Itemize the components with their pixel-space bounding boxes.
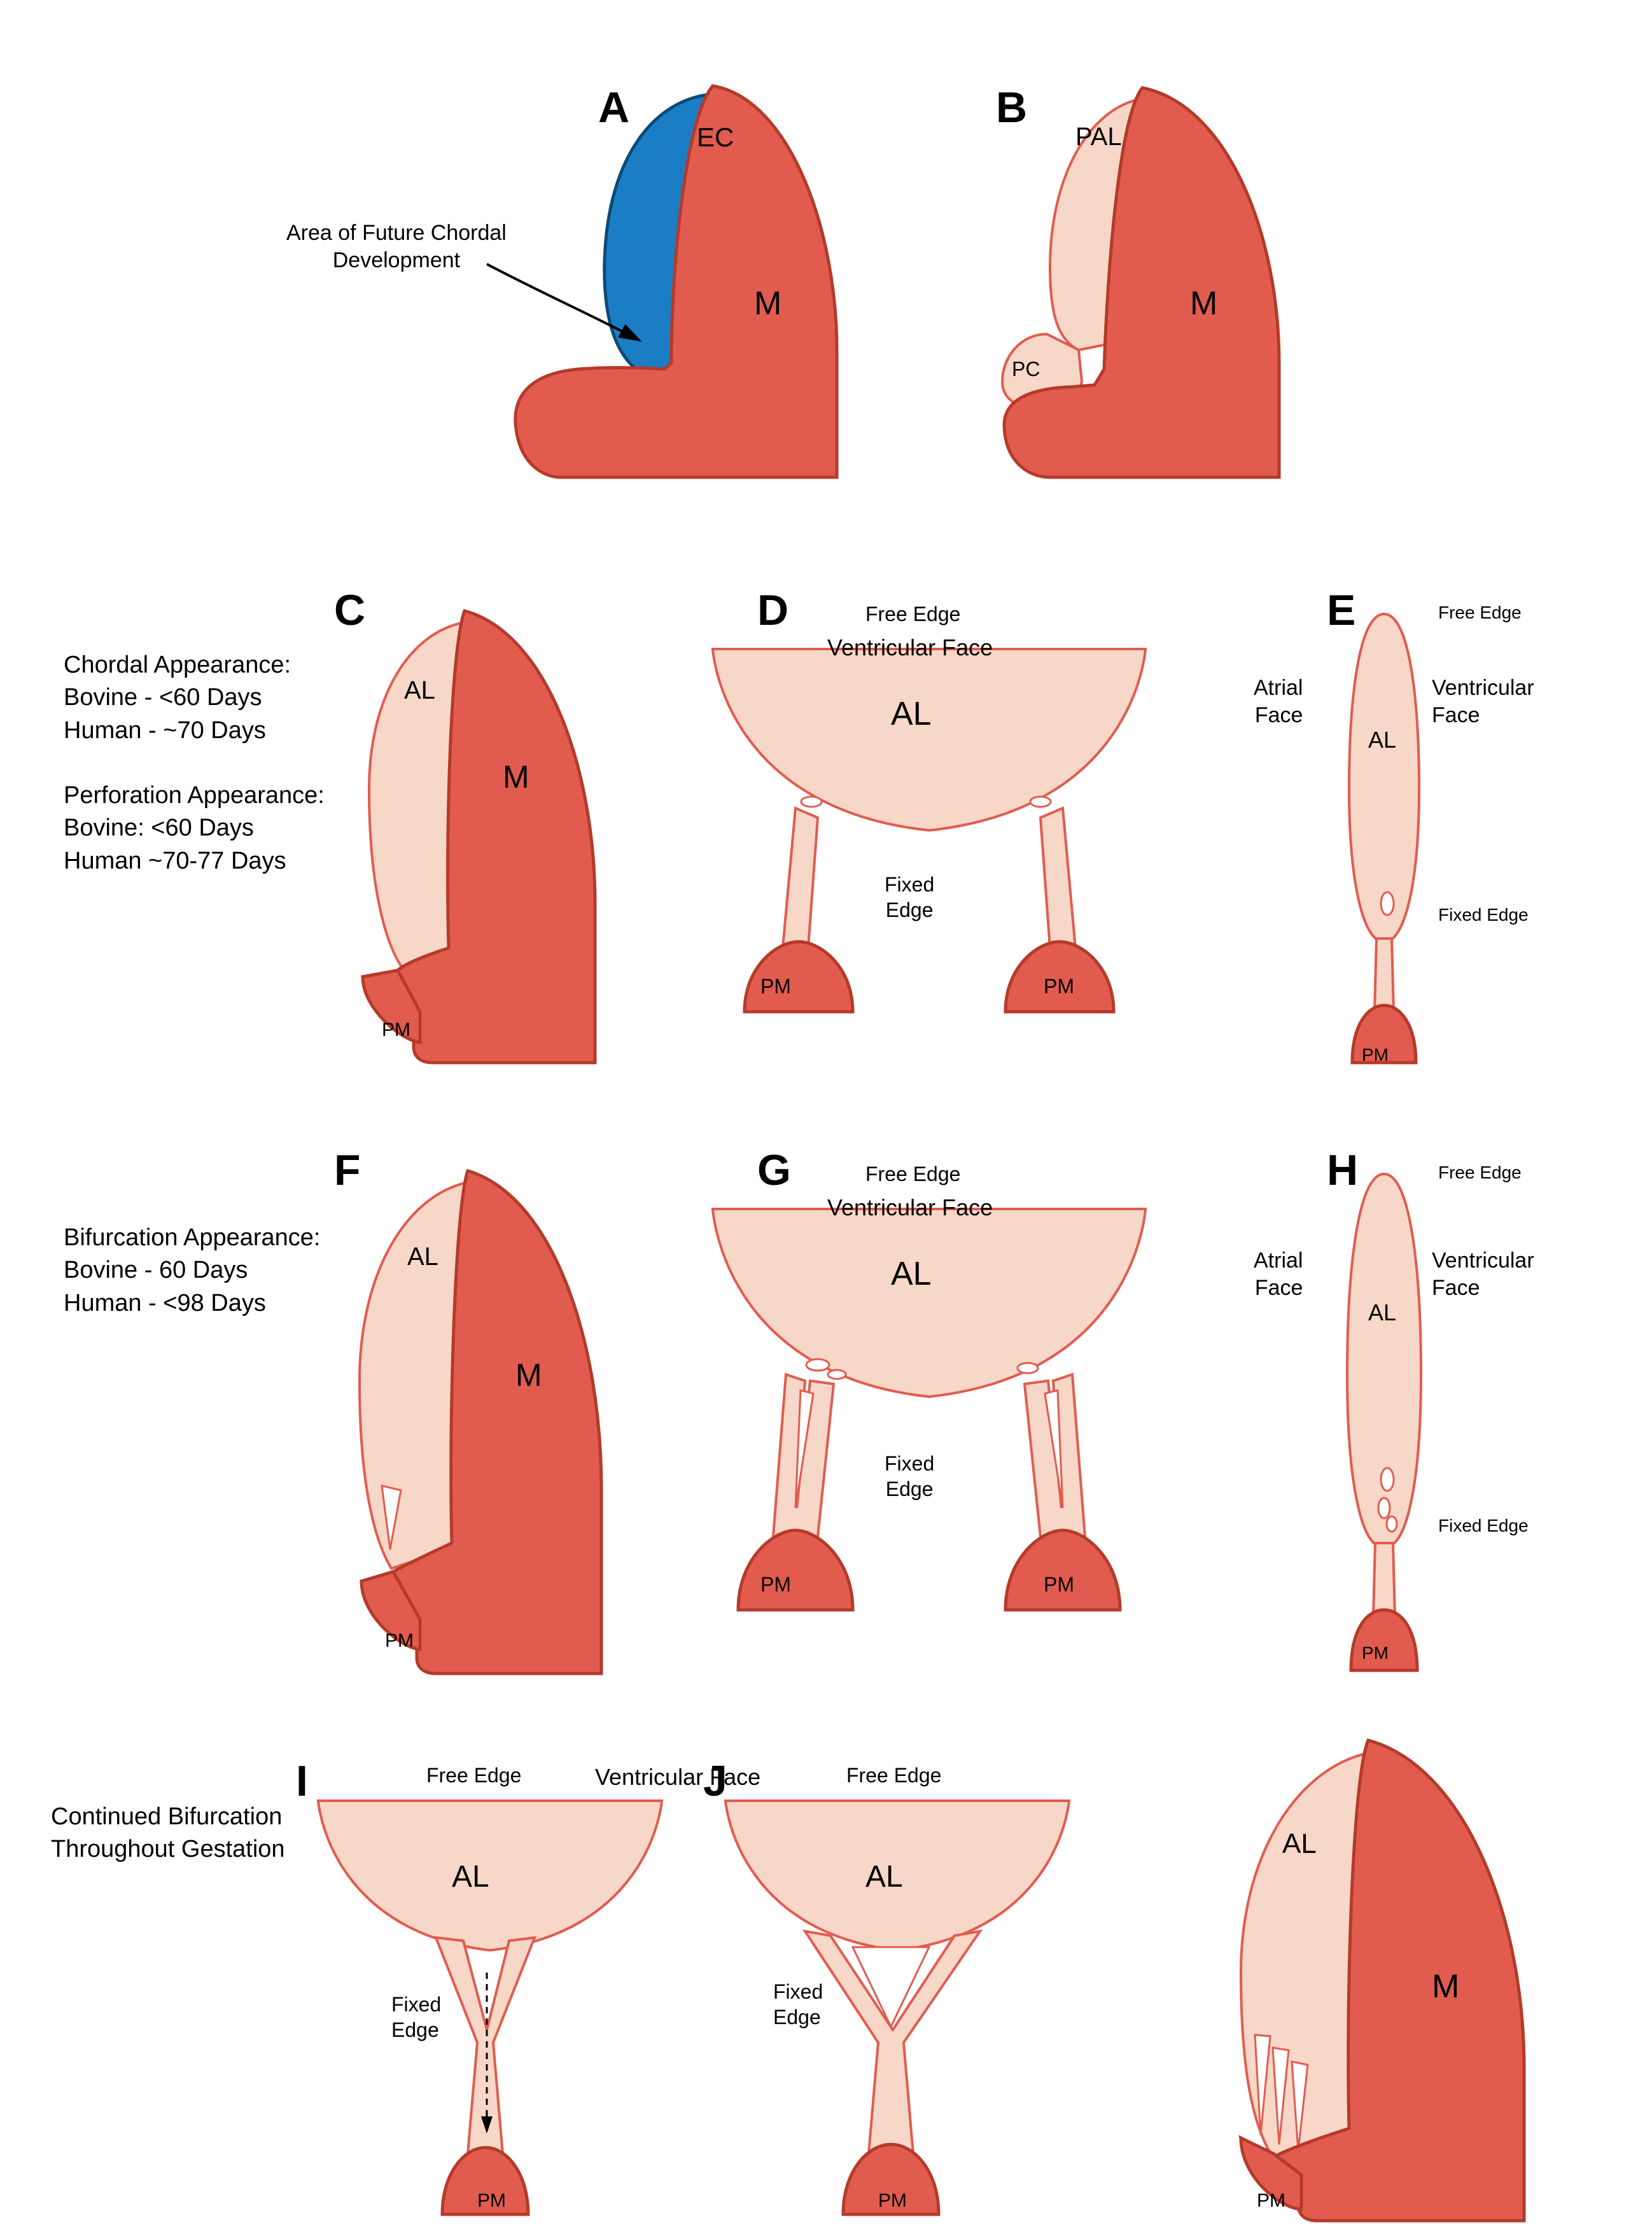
label-VentFace-H: Ventricular Face <box>1432 1247 1534 1301</box>
label-PM-J: PM <box>878 2189 907 2213</box>
label-AL-C: AL <box>404 674 435 706</box>
panel-E-svg <box>1327 604 1441 1075</box>
label-FreeEdge-D: Free Edge <box>865 601 960 627</box>
shape-AL-I <box>318 1801 662 1950</box>
label-FixedEdge-I: Fixed Edge <box>391 1992 441 2043</box>
label-PAL: PAL <box>1075 121 1122 153</box>
hole-H-2 <box>1378 1498 1390 1518</box>
label-PM-I: PM <box>477 2189 506 2213</box>
label-PM-D-left: PM <box>760 974 791 999</box>
label-AL-E: AL <box>1368 725 1396 754</box>
label-AL-D: AL <box>891 694 932 735</box>
label-FreeEdge-J: Free Edge <box>846 1763 941 1788</box>
label-PM-G-right: PM <box>1044 1572 1074 1597</box>
side-text-row-C: Chordal Appearance: Bovine - <60 Days Hu… <box>64 649 325 877</box>
label-PM-H: PM <box>1362 1642 1389 1664</box>
panel-J-svg <box>706 1775 1088 2221</box>
label-VentFace-G: Ventricular Face <box>827 1193 993 1222</box>
label-FixedEdge-H: Fixed Edge <box>1438 1514 1529 1537</box>
chord-I <box>436 1938 535 2154</box>
pm-G-right <box>1005 1530 1120 1610</box>
panel-I-svg <box>299 1775 681 2221</box>
label-M-K: M <box>1432 1966 1459 2008</box>
chord-H <box>1373 1543 1395 1616</box>
hole-G-3 <box>1018 1363 1038 1373</box>
side-text-row-I: Continued Bifurcation Throughout Gestati… <box>51 1801 285 1866</box>
hole-D-2 <box>1030 797 1051 807</box>
label-VentFace-D: Ventricular Face <box>827 633 993 662</box>
hole-G-1 <box>806 1359 829 1371</box>
label-PM-G-left: PM <box>760 1572 791 1597</box>
label-VentFace-E: Ventricular Face <box>1432 674 1534 729</box>
label-PM-C: PM <box>382 1018 410 1042</box>
label-AL-K: AL <box>1282 1826 1317 1861</box>
label-AtrialFace-E: Atrial Face <box>1254 674 1303 729</box>
side-text-row-F: Bifurcation Appearance: Bovine - 60 Days… <box>64 1222 321 1320</box>
label-AL-J: AL <box>865 1858 903 1896</box>
label-AL-I: AL <box>452 1858 489 1896</box>
hole-D-1 <box>801 797 822 807</box>
panel-G-svg <box>675 1164 1184 1686</box>
chord-E <box>1375 939 1394 1012</box>
arrow-A <box>414 83 859 490</box>
label-PM-D-right: PM <box>1044 974 1074 999</box>
label-FixedEdge-D: Fixed Edge <box>885 872 934 923</box>
label-FreeEdge-G: Free Edge <box>865 1161 960 1187</box>
shape-AL-D <box>713 649 1145 830</box>
label-PM-K: PM <box>1257 2189 1285 2213</box>
label-AtrialFace-H: Atrial Face <box>1254 1247 1303 1301</box>
label-PM-E: PM <box>1362 1044 1389 1066</box>
label-M-B: M <box>1190 283 1217 325</box>
label-FixedEdge-J: Fixed Edge <box>773 1979 823 2030</box>
label-FreeEdge-H: Free Edge <box>1438 1161 1522 1184</box>
hole-E <box>1381 892 1394 915</box>
label-FreeEdge-I: Free Edge <box>426 1763 521 1788</box>
label-AL-H: AL <box>1368 1298 1396 1327</box>
label-FreeEdge-E: Free Edge <box>1438 601 1522 624</box>
panel-F-svg <box>286 1164 617 1686</box>
label-AL-G: AL <box>891 1254 932 1295</box>
label-M-F: M <box>515 1355 542 1395</box>
label-PC: PC <box>1012 356 1040 382</box>
label-PM-F: PM <box>385 1629 414 1653</box>
panel-C-svg <box>286 604 617 1075</box>
panel-H-svg <box>1327 1164 1441 1686</box>
chord-D-left <box>783 808 818 948</box>
chord-D-right <box>1040 808 1075 948</box>
hole-H-3 <box>1387 1516 1397 1532</box>
panel-K-svg <box>1158 1731 1565 2227</box>
panel-D-svg <box>675 604 1184 1075</box>
shape-AL-G <box>713 1209 1145 1397</box>
label-FixedEdge-E: Fixed Edge <box>1438 904 1529 926</box>
pm-G-left <box>738 1530 853 1610</box>
hole-G-2 <box>828 1370 846 1379</box>
label-M-C: M <box>503 757 529 797</box>
shape-M-B <box>1004 88 1279 477</box>
label-FixedEdge-G: Fixed Edge <box>885 1451 934 1502</box>
label-AL-F: AL <box>407 1241 438 1273</box>
hole-H-1 <box>1381 1468 1394 1491</box>
